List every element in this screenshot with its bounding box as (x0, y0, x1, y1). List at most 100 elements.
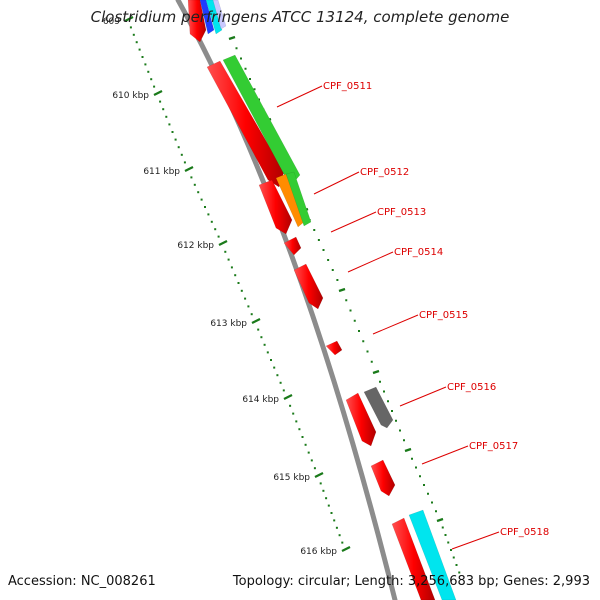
kbp-minor-dot (174, 138, 177, 141)
kbp-minor-dot (322, 489, 325, 492)
gene-feature-partial[interactable] (187, 0, 207, 43)
kbp-minor-dot (224, 250, 227, 253)
kbp-tick-label: 611 kbp (143, 167, 180, 177)
kbp-minor-dot (330, 512, 333, 514)
topology-label: Topology: circular; Length: 3,256,683 bp… (232, 574, 590, 589)
outer-track-mark (338, 287, 346, 293)
gene-feature-blue[interactable] (199, 0, 215, 35)
gene-leader-line (451, 531, 500, 550)
kbp-minor-dot (210, 220, 213, 223)
gene-feature-cpf-0514[interactable] (293, 263, 324, 310)
gene-feature-cpf-0515[interactable] (325, 340, 343, 356)
kbp-minor-dot (338, 534, 341, 537)
kbp-minor-dot (162, 108, 165, 111)
kbp-minor-dot (171, 131, 174, 133)
gene-leader-line (399, 386, 447, 407)
kbp-minor-dot (197, 191, 200, 194)
gene-feature-light[interactable] (212, 0, 227, 30)
gene-leader-line (313, 171, 360, 195)
kbp-minor-dot (266, 351, 269, 354)
kbp-minor-dot (273, 366, 276, 369)
kbp-minor-dot (333, 519, 336, 522)
gene-label[interactable]: CPF_0515 (419, 310, 468, 321)
kbp-minor-dot (144, 63, 147, 66)
gene-label[interactable]: CPF_0516 (447, 382, 496, 393)
gene-feature-cpf-0513[interactable] (283, 236, 302, 256)
outer-track-mark (228, 35, 236, 41)
kbp-minor-dot (270, 359, 272, 361)
kbp-minor-dot (289, 404, 292, 407)
accession-label: Accession: NC_008261 (8, 574, 156, 589)
kbp-tick-mark (124, 16, 134, 22)
outer-track-mark (372, 369, 380, 375)
kbp-minor-dot (301, 436, 304, 438)
kbp-tick-label: 613 kbp (210, 319, 247, 329)
gene-leader-line (330, 211, 377, 233)
gene-feature-cpf-0516[interactable] (345, 392, 377, 447)
kbp-minor-dot (207, 213, 210, 216)
kbp-minor-dot (165, 115, 168, 118)
kbp-minor-dot (177, 146, 180, 149)
kbp-tick-label: 610 kbp (112, 91, 149, 101)
kbp-minor-dot (240, 289, 243, 292)
gene-feature-green-2[interactable] (285, 171, 312, 227)
kbp-minor-dot (180, 153, 183, 156)
kbp-minor-dot (276, 374, 279, 377)
kbp-tick-label: 612 kbp (177, 241, 214, 251)
gene-feature-cyan-2[interactable] (408, 509, 457, 600)
gene-leader-line (372, 314, 419, 335)
kbp-minor-dot (214, 228, 217, 231)
kbp-tick-mark (341, 546, 351, 552)
kbp-minor-dot (307, 451, 310, 454)
gene-label[interactable]: CPF_0513 (377, 207, 426, 218)
map-title: Clostridium perfringens ATCC 13124, comp… (90, 8, 510, 26)
kbp-minor-dot (257, 328, 260, 331)
kbp-minor-dot (327, 504, 330, 507)
kbp-minor-dot (325, 497, 328, 500)
kbp-minor-dot (295, 420, 298, 423)
kbp-tick-label: 614 kbp (242, 395, 279, 405)
kbp-minor-dot (159, 100, 162, 103)
gene-label[interactable]: CPF_0511 (323, 81, 372, 92)
gene-feature-green[interactable] (222, 54, 301, 183)
gene-feature-cpf-0512[interactable] (258, 179, 293, 235)
gene-feature-cpf-0518[interactable] (391, 517, 436, 600)
gene-leader-line (421, 445, 469, 465)
kbp-minor-dot (250, 313, 253, 316)
kbp-minor-dot (263, 343, 266, 346)
kbp-minor-dot (204, 206, 206, 208)
kbp-minor-dot (298, 428, 301, 431)
kbp-minor-dot (310, 459, 313, 462)
kbp-tick-mark (283, 394, 293, 400)
kbp-minor-dot (150, 78, 153, 81)
kbp-minor-dot (313, 467, 316, 470)
kbp-minor-dot (279, 381, 282, 384)
gene-label[interactable]: CPF_0518 (500, 527, 549, 538)
kbp-tick-mark (218, 240, 228, 246)
kbp-minor-dot (292, 412, 295, 415)
kbp-minor-dot (168, 123, 171, 126)
kbp-tick-label: 615 kbp (273, 473, 310, 483)
gene-leader-line (347, 251, 394, 273)
kbp-minor-dot (234, 274, 237, 277)
gene-label[interactable]: CPF_0512 (360, 167, 409, 178)
gene-label[interactable]: CPF_0517 (469, 441, 518, 452)
kbp-minor-dot (244, 297, 247, 300)
kbp-minor-dot (230, 266, 233, 269)
kbp-minor-dot (193, 183, 196, 186)
kbp-minor-dot (135, 41, 138, 44)
kbp-minor-dot (183, 161, 186, 164)
kbp-minor-dot (132, 33, 135, 36)
kbp-minor-dot (138, 48, 141, 51)
kbp-minor-dot (147, 70, 150, 73)
gene-feature-cyan[interactable] (205, 0, 223, 35)
gene-feature-gray[interactable] (363, 386, 394, 429)
gene-feature-cpf-0517[interactable] (370, 459, 396, 497)
kbp-minor-dot (319, 482, 322, 485)
kbp-minor-dot (335, 526, 338, 529)
gene-label[interactable]: CPF_0514 (394, 247, 443, 258)
kbp-minor-dot (200, 198, 203, 201)
kbp-minor-dot (129, 26, 132, 29)
